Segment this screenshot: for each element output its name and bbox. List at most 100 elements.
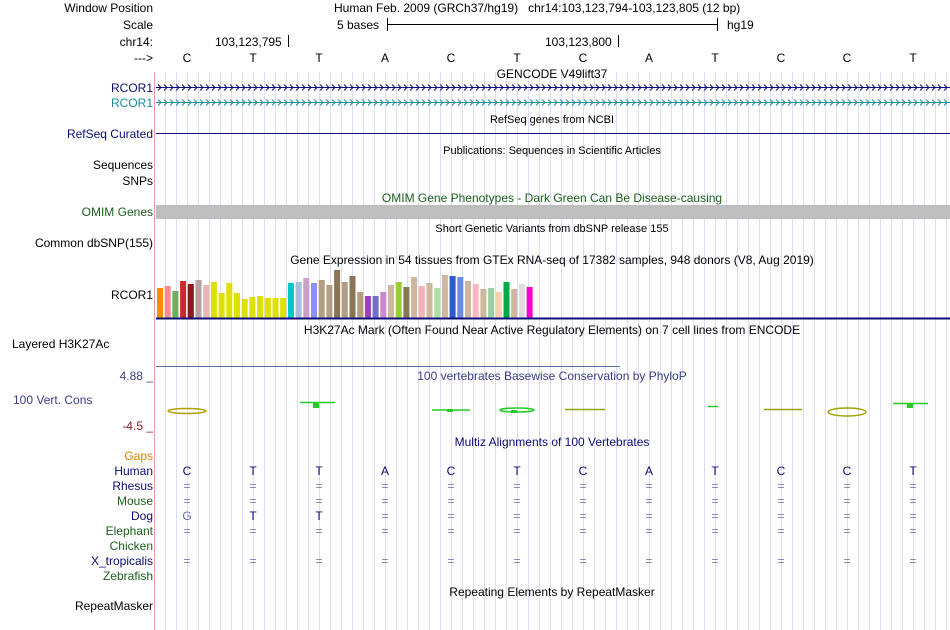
species-label-rhesus[interactable]: Rhesus bbox=[112, 479, 153, 493]
strand-chevrons bbox=[157, 84, 948, 91]
ruler-base: T bbox=[249, 51, 257, 65]
refseq-label[interactable]: RefSeq Curated bbox=[66, 127, 153, 141]
grid-line bbox=[671, 0, 672, 630]
grid-line bbox=[935, 0, 936, 630]
grid-line bbox=[847, 0, 848, 630]
alignment-match: = bbox=[381, 524, 389, 538]
chrom-label: chr14: bbox=[119, 35, 153, 49]
alignment-match: = bbox=[909, 479, 917, 493]
gtex-tissue-bar bbox=[465, 281, 471, 318]
alignment-match: = bbox=[381, 479, 389, 493]
ruler-base: C bbox=[182, 51, 192, 65]
publications-sequences-label[interactable]: Sequences bbox=[92, 158, 153, 172]
gtex-tissue-bar bbox=[234, 293, 240, 318]
gtex-tissue-bar bbox=[249, 297, 256, 318]
species-label-x_tropicalis[interactable]: X_tropicalis bbox=[90, 554, 153, 568]
gencode-gene-1 bbox=[156, 84, 950, 91]
gtex-label[interactable]: RCOR1 bbox=[110, 288, 153, 302]
gtex-tissue-bar bbox=[203, 285, 210, 318]
gtex-tissue-bar bbox=[172, 291, 179, 318]
gencode-gene-label-1[interactable]: RCOR1 bbox=[110, 81, 153, 95]
dog-base: T bbox=[315, 509, 323, 523]
species-label-human[interactable]: Human bbox=[114, 464, 153, 478]
gtex-tissue-bar bbox=[257, 296, 264, 318]
alignment-match: = bbox=[249, 494, 257, 508]
ruler-header bbox=[0, 0, 950, 72]
scale-label: Scale bbox=[122, 18, 153, 32]
human-base: C bbox=[446, 464, 456, 478]
alignment-match: = bbox=[183, 524, 191, 538]
grid-line bbox=[715, 0, 716, 630]
species-label-gaps[interactable]: Gaps bbox=[124, 449, 153, 463]
gtex-tissue-bar bbox=[472, 284, 479, 318]
assembly-position: Human Feb. 2009 (GRCh37/hg19) chr14:103,… bbox=[334, 1, 741, 15]
alignment-match: = bbox=[513, 554, 521, 568]
alignment-match: = bbox=[447, 479, 455, 493]
grid-line bbox=[770, 0, 771, 630]
alignment-match: = bbox=[711, 494, 719, 508]
gtex-tissue-bar bbox=[157, 288, 163, 318]
grid-line bbox=[627, 0, 628, 630]
gtex-tissue-bar bbox=[226, 283, 233, 318]
grid-line bbox=[660, 0, 661, 630]
alignment-match: = bbox=[843, 554, 851, 568]
species-label-mouse[interactable]: Mouse bbox=[116, 494, 153, 508]
grid-line bbox=[913, 0, 914, 630]
alignment-match: = bbox=[447, 554, 455, 568]
grid-line bbox=[880, 0, 881, 630]
phylop-max-label: 4.88 _ bbox=[119, 369, 153, 383]
gtex-tissue-bar bbox=[210, 282, 217, 318]
publications-snps-label[interactable]: SNPs bbox=[122, 174, 153, 188]
alignment-match: = bbox=[579, 479, 587, 493]
grid-line bbox=[726, 0, 727, 630]
alignment-match: = bbox=[579, 494, 587, 508]
species-label-chicken[interactable]: Chicken bbox=[109, 539, 153, 553]
alignment-match: = bbox=[843, 479, 851, 493]
ruler-base: C bbox=[842, 51, 852, 65]
gtex-tissue-bar bbox=[357, 292, 364, 318]
ruler-base: T bbox=[711, 51, 719, 65]
ruler-base: T bbox=[513, 51, 521, 65]
species-label-zebrafish[interactable]: Zebrafish bbox=[102, 569, 153, 583]
alignment-match: = bbox=[909, 554, 917, 568]
gtex-tissue-bar bbox=[449, 276, 456, 318]
h3k27ac-label[interactable]: Layered H3K27Ac bbox=[12, 337, 110, 351]
omim-label[interactable]: OMIM Genes bbox=[81, 205, 153, 219]
scale-db: hg19 bbox=[727, 18, 754, 32]
grid-line bbox=[693, 0, 694, 630]
grid-line bbox=[605, 0, 606, 630]
alignment-match: = bbox=[315, 524, 323, 538]
phylop-label[interactable]: 100 Vert. Cons bbox=[13, 393, 93, 407]
grid-line bbox=[616, 0, 617, 630]
grid-line bbox=[803, 0, 804, 630]
omim-title: OMIM Gene Phenotypes - Dark Green Can Be… bbox=[381, 191, 723, 205]
gtex-tissue-bar bbox=[418, 286, 425, 318]
alignment-match: = bbox=[579, 554, 587, 568]
strand-arrow-label: ---> bbox=[134, 51, 153, 65]
ruler-base: C bbox=[776, 51, 786, 65]
alignment-match: = bbox=[843, 524, 851, 538]
alignment-match: = bbox=[645, 479, 653, 493]
alignment-match: = bbox=[909, 524, 917, 538]
gtex-tissue-bar bbox=[364, 296, 371, 318]
gencode-gene-2 bbox=[156, 99, 950, 106]
repeatmasker-label[interactable]: RepeatMasker bbox=[74, 599, 153, 613]
human-base: T bbox=[315, 464, 323, 478]
species-label-elephant[interactable]: Elephant bbox=[105, 524, 153, 538]
species-label-dog[interactable]: Dog bbox=[130, 509, 153, 523]
gencode-gene-label-2[interactable]: RCOR1 bbox=[110, 96, 153, 110]
dog-base: T bbox=[249, 509, 257, 523]
gtex-bar-chart bbox=[157, 270, 533, 318]
label-divider bbox=[154, 0, 155, 630]
gtex-tissue-bar bbox=[218, 293, 225, 318]
alignment-match: = bbox=[909, 509, 917, 523]
grid-line bbox=[682, 0, 683, 630]
alignment-match: = bbox=[381, 554, 389, 568]
gtex-tissue-bar bbox=[511, 289, 518, 318]
dbsnp-label[interactable]: Common dbSNP(155) bbox=[34, 236, 153, 250]
grid-line bbox=[638, 0, 639, 630]
human-base: T bbox=[513, 464, 521, 478]
alignment-match: = bbox=[249, 479, 257, 493]
grid-line bbox=[869, 0, 870, 630]
grid-line bbox=[187, 0, 188, 630]
